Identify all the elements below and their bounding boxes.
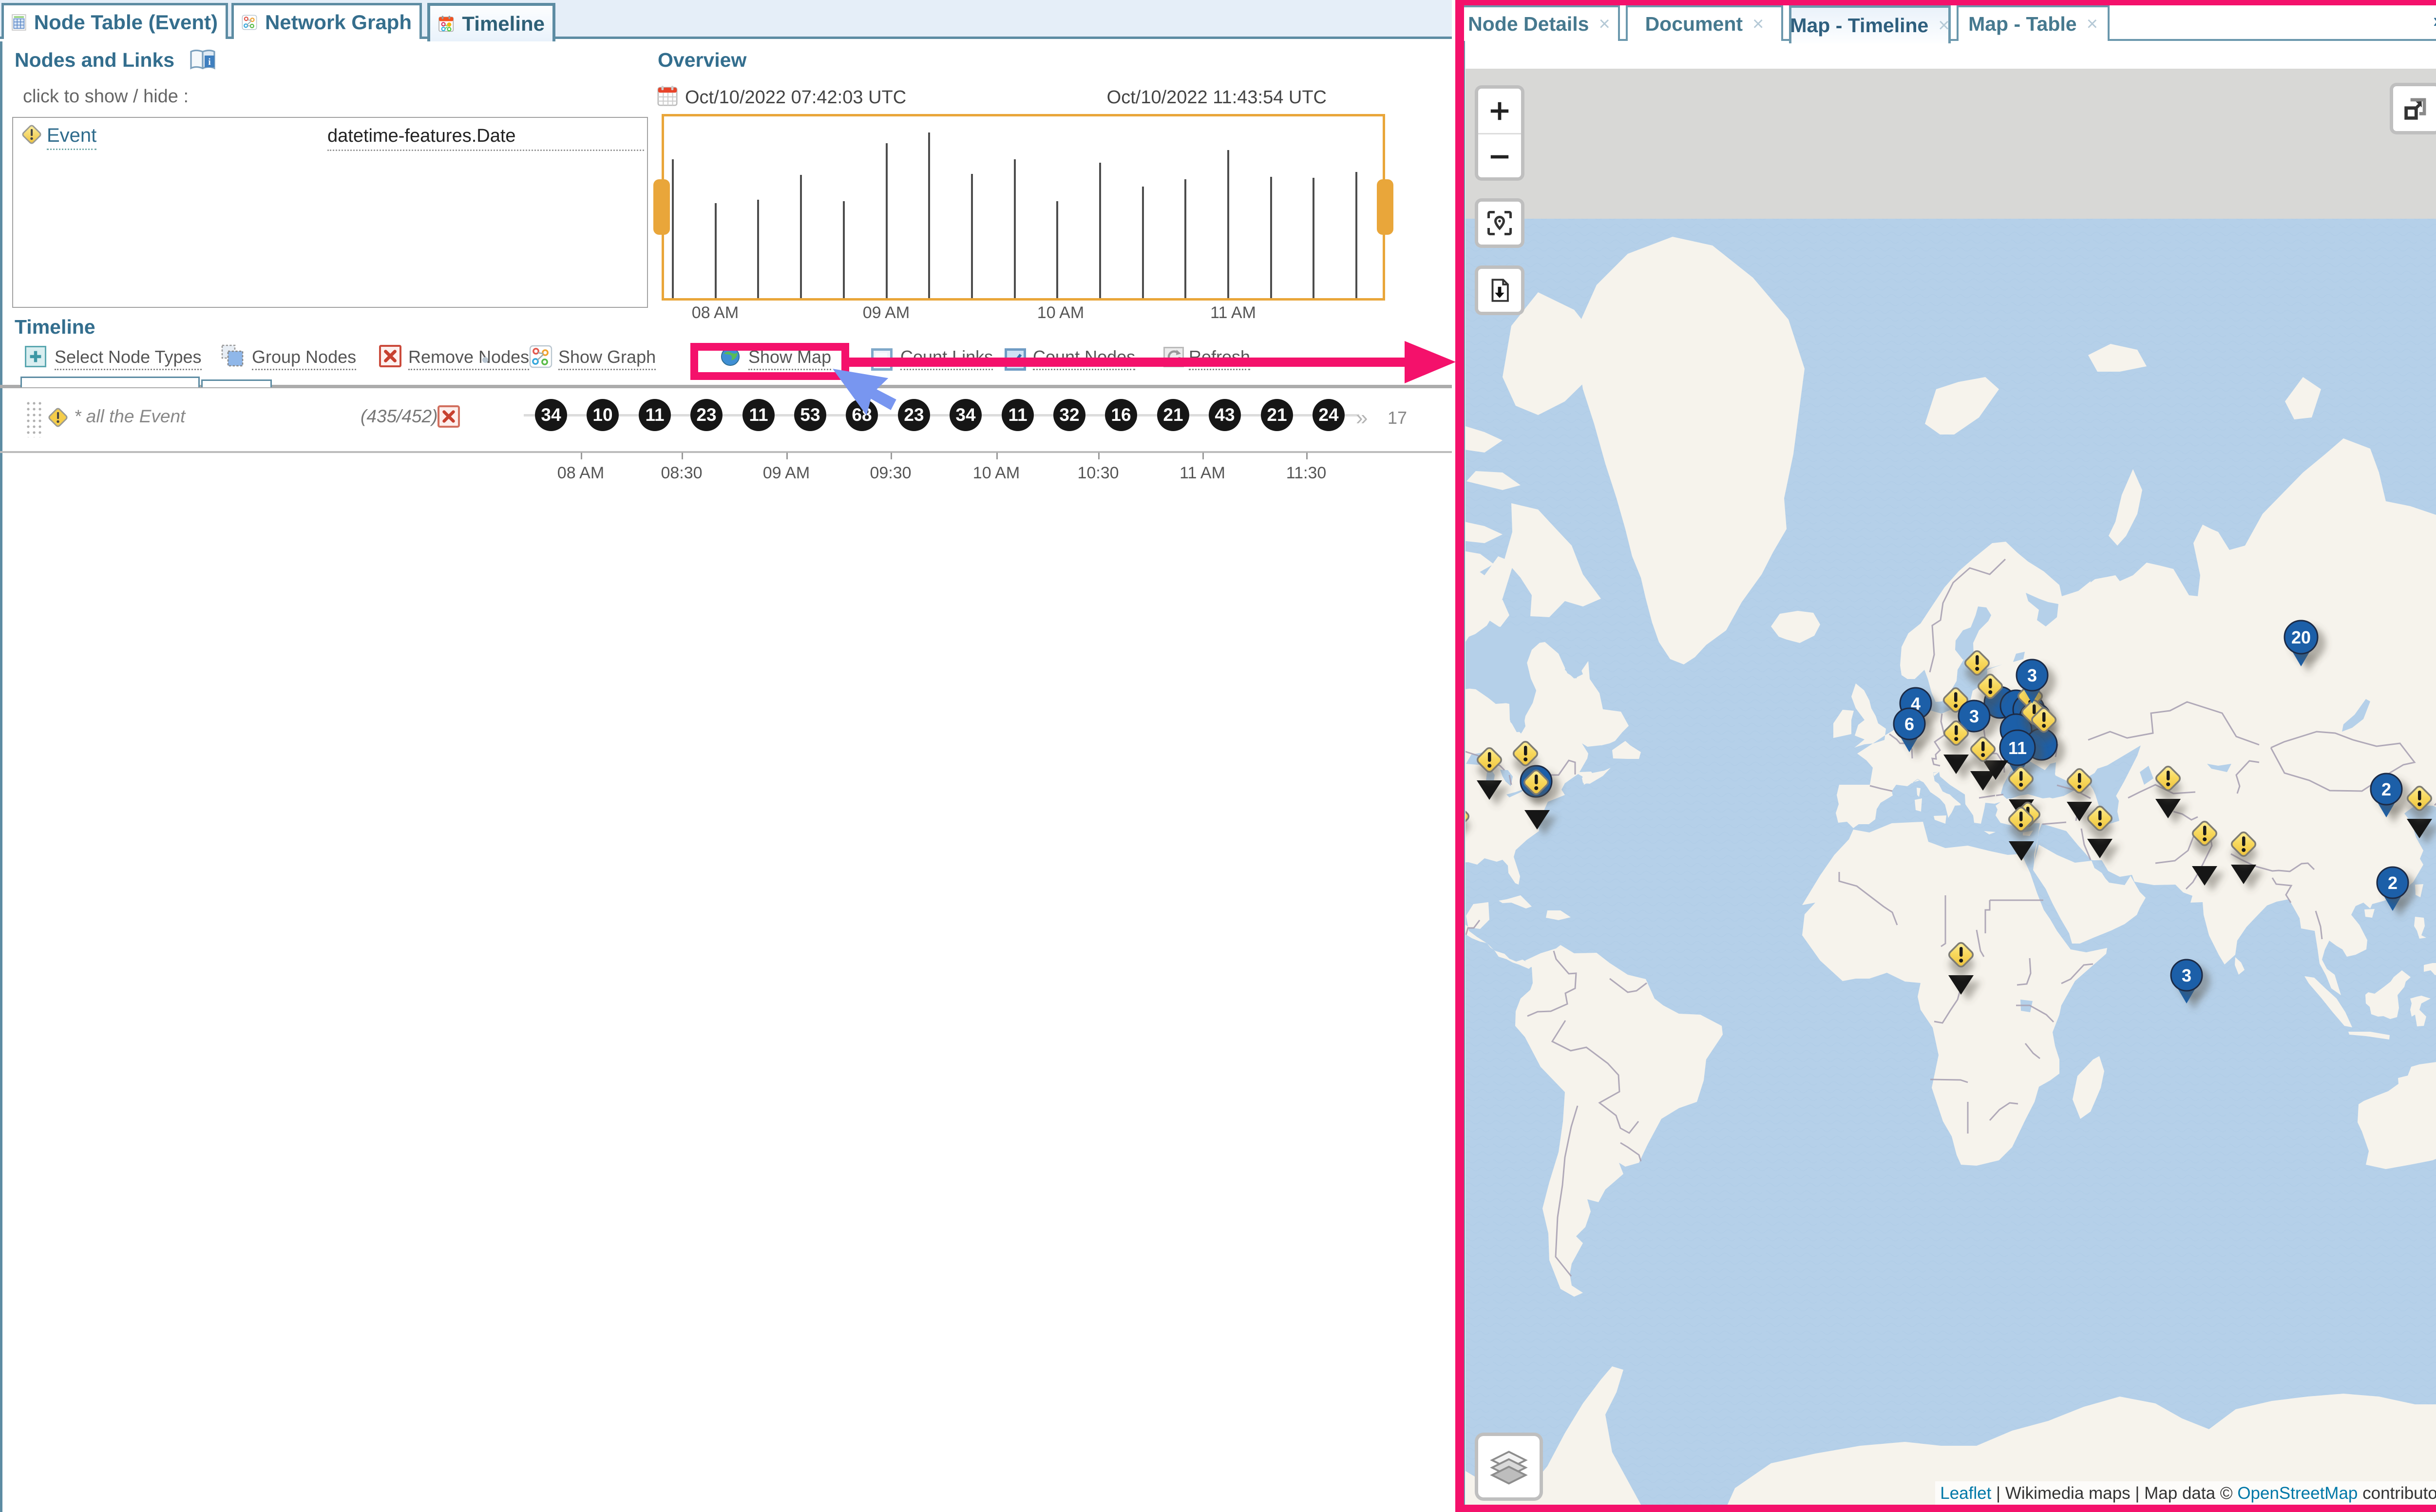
svg-text:11: 11 xyxy=(2008,738,2027,758)
svg-text:2: 2 xyxy=(2381,779,2391,799)
svg-text:3: 3 xyxy=(2182,965,2191,985)
svg-text:3: 3 xyxy=(1969,706,1979,726)
svg-text:20: 20 xyxy=(2291,627,2311,647)
svg-text:2: 2 xyxy=(2388,873,2398,893)
svg-text:3: 3 xyxy=(2027,665,2037,685)
svg-text:i: i xyxy=(208,57,210,67)
svg-text:6: 6 xyxy=(1904,714,1914,734)
